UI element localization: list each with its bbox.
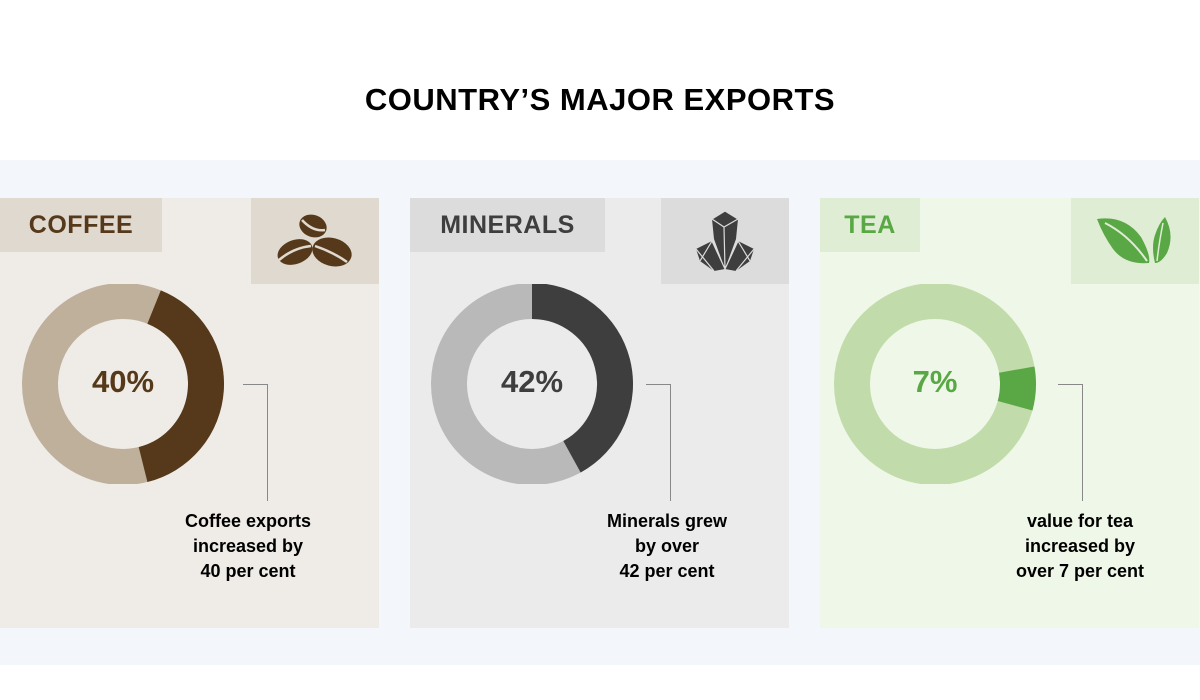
page-title: COUNTRY’S MAJOR EXPORTS	[364, 82, 836, 117]
tea-label: TEA	[820, 198, 920, 252]
tea-donut	[834, 284, 1036, 484]
caption-line: 42 per cent	[619, 561, 715, 581]
tea-connector	[1058, 384, 1083, 501]
minerals-label: MINERALS	[410, 198, 605, 252]
caption-line: 40 per cent	[200, 561, 296, 581]
coffee-beans-icon	[277, 214, 352, 267]
caption-line: over 7 per cent	[1015, 561, 1145, 581]
coffee-connector	[243, 384, 268, 501]
coffee-label: COFFEE	[0, 198, 162, 252]
donut-value-segment	[997, 366, 1036, 411]
caption-line: increased by	[192, 536, 304, 556]
minerals-percent: 42%	[500, 364, 564, 399]
coffee-percent: 40%	[91, 364, 155, 399]
caption-line: Coffee exports	[184, 511, 312, 531]
tea-percent: 7%	[912, 364, 958, 399]
coffee-caption: Coffee exports increased by 40 per cent	[138, 509, 358, 584]
caption-line: increased by	[1024, 536, 1136, 556]
minerals-caption: Minerals grew by over 42 per cent	[557, 509, 777, 584]
donut-value-segment	[531, 284, 633, 473]
coffee-panel: COFFEE 40% Coffee exports increased by 4…	[0, 198, 379, 628]
minerals-connector	[646, 384, 671, 501]
tea-panel: TEA 7% value for tea increased by over 7…	[820, 198, 1199, 628]
minerals-icon-box	[661, 198, 789, 284]
caption-line: Minerals grew	[606, 511, 728, 531]
tea-icon-box	[1071, 198, 1199, 284]
tea-caption: value for tea increased by over 7 per ce…	[970, 509, 1190, 584]
minerals-donut	[431, 284, 633, 484]
donut-value-segment	[138, 290, 224, 482]
minerals-panel: MINERALS 42% Minerals grew by over 42 pe…	[410, 198, 789, 628]
caption-line: by over	[634, 536, 700, 556]
coffee-donut	[22, 284, 224, 484]
crystal-icon	[695, 210, 755, 272]
tea-leaves-icon	[1097, 217, 1171, 264]
coffee-icon-box	[251, 198, 379, 284]
caption-line: value for tea	[1026, 511, 1134, 531]
